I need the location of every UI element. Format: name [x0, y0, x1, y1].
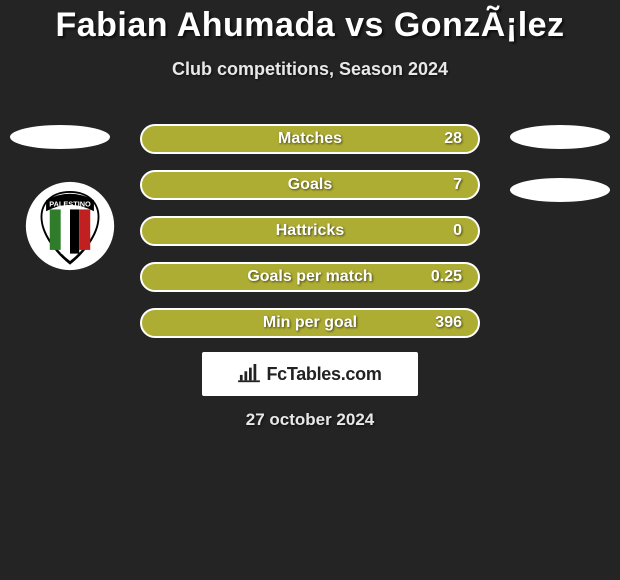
- club-right-placeholder: [510, 178, 610, 202]
- stat-value: 28: [444, 130, 462, 148]
- stat-value: 396: [435, 314, 462, 332]
- stat-bar: Matches28: [140, 124, 480, 154]
- stat-label: Goals per match: [142, 268, 478, 286]
- stat-value: 0.25: [431, 268, 462, 286]
- page-subtitle: Club competitions, Season 2024: [0, 59, 620, 80]
- stat-label: Min per goal: [142, 314, 478, 332]
- bar-chart-icon: [238, 364, 260, 384]
- stat-bars: Matches28 Goals7 Hattricks0 Goals per match…: [140, 124, 480, 354]
- club-badge-left: PALESTINO: [24, 180, 116, 272]
- palestino-icon: PALESTINO: [24, 180, 116, 272]
- brand-text: FcTables.com: [266, 364, 381, 385]
- snapshot-date: 27 october 2024: [0, 410, 620, 430]
- stat-label: Hattricks: [142, 222, 478, 240]
- stat-bar: Goals7: [140, 170, 480, 200]
- stat-label: Matches: [142, 130, 478, 148]
- stat-bar: Hattricks0: [140, 216, 480, 246]
- brand-box[interactable]: FcTables.com: [202, 352, 418, 396]
- stat-value: 0: [453, 222, 462, 240]
- stat-bar: Goals per match0.25: [140, 262, 480, 292]
- player-right-placeholder: [510, 125, 610, 149]
- stat-value: 7: [453, 176, 462, 194]
- player-left-placeholder: [10, 125, 110, 149]
- comparison-card: Fabian Ahumada vs GonzÃ¡lez Club competi…: [0, 0, 620, 580]
- stat-bar: Min per goal396: [140, 308, 480, 338]
- svg-text:PALESTINO: PALESTINO: [49, 200, 91, 209]
- page-title: Fabian Ahumada vs GonzÃ¡lez: [0, 0, 620, 45]
- stat-label: Goals: [142, 176, 478, 194]
